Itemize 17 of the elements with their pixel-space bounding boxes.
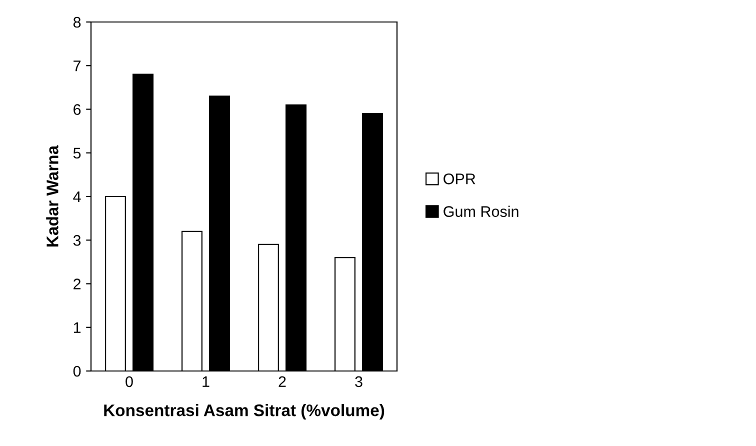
y-tick-label: 0: [73, 366, 81, 377]
x-tick-label: 3: [355, 376, 362, 388]
y-tick-label: 6: [74, 104, 81, 115]
x-tick-label: 2: [278, 376, 286, 387]
y-tick-label: 7: [74, 60, 81, 72]
y-tick-label: 8: [73, 16, 81, 28]
y-tick-label: 5: [73, 148, 81, 159]
y-axis-title: Kadar Warna: [46, 145, 58, 246]
y-tick-label: 2: [74, 278, 81, 290]
y-tick-label: 1: [74, 322, 81, 333]
x-axis-title: Konsentrasi Asam Sitrat (%volume): [104, 404, 384, 420]
y-tick-label: 4: [73, 192, 81, 202]
y-tick-label: 3: [73, 234, 81, 246]
x-tick-label: 0: [126, 376, 133, 388]
legend-label: OPR: [444, 173, 476, 184]
legend-label: Gum Rosin: [444, 206, 518, 217]
x-tick-label: 1: [202, 376, 210, 387]
